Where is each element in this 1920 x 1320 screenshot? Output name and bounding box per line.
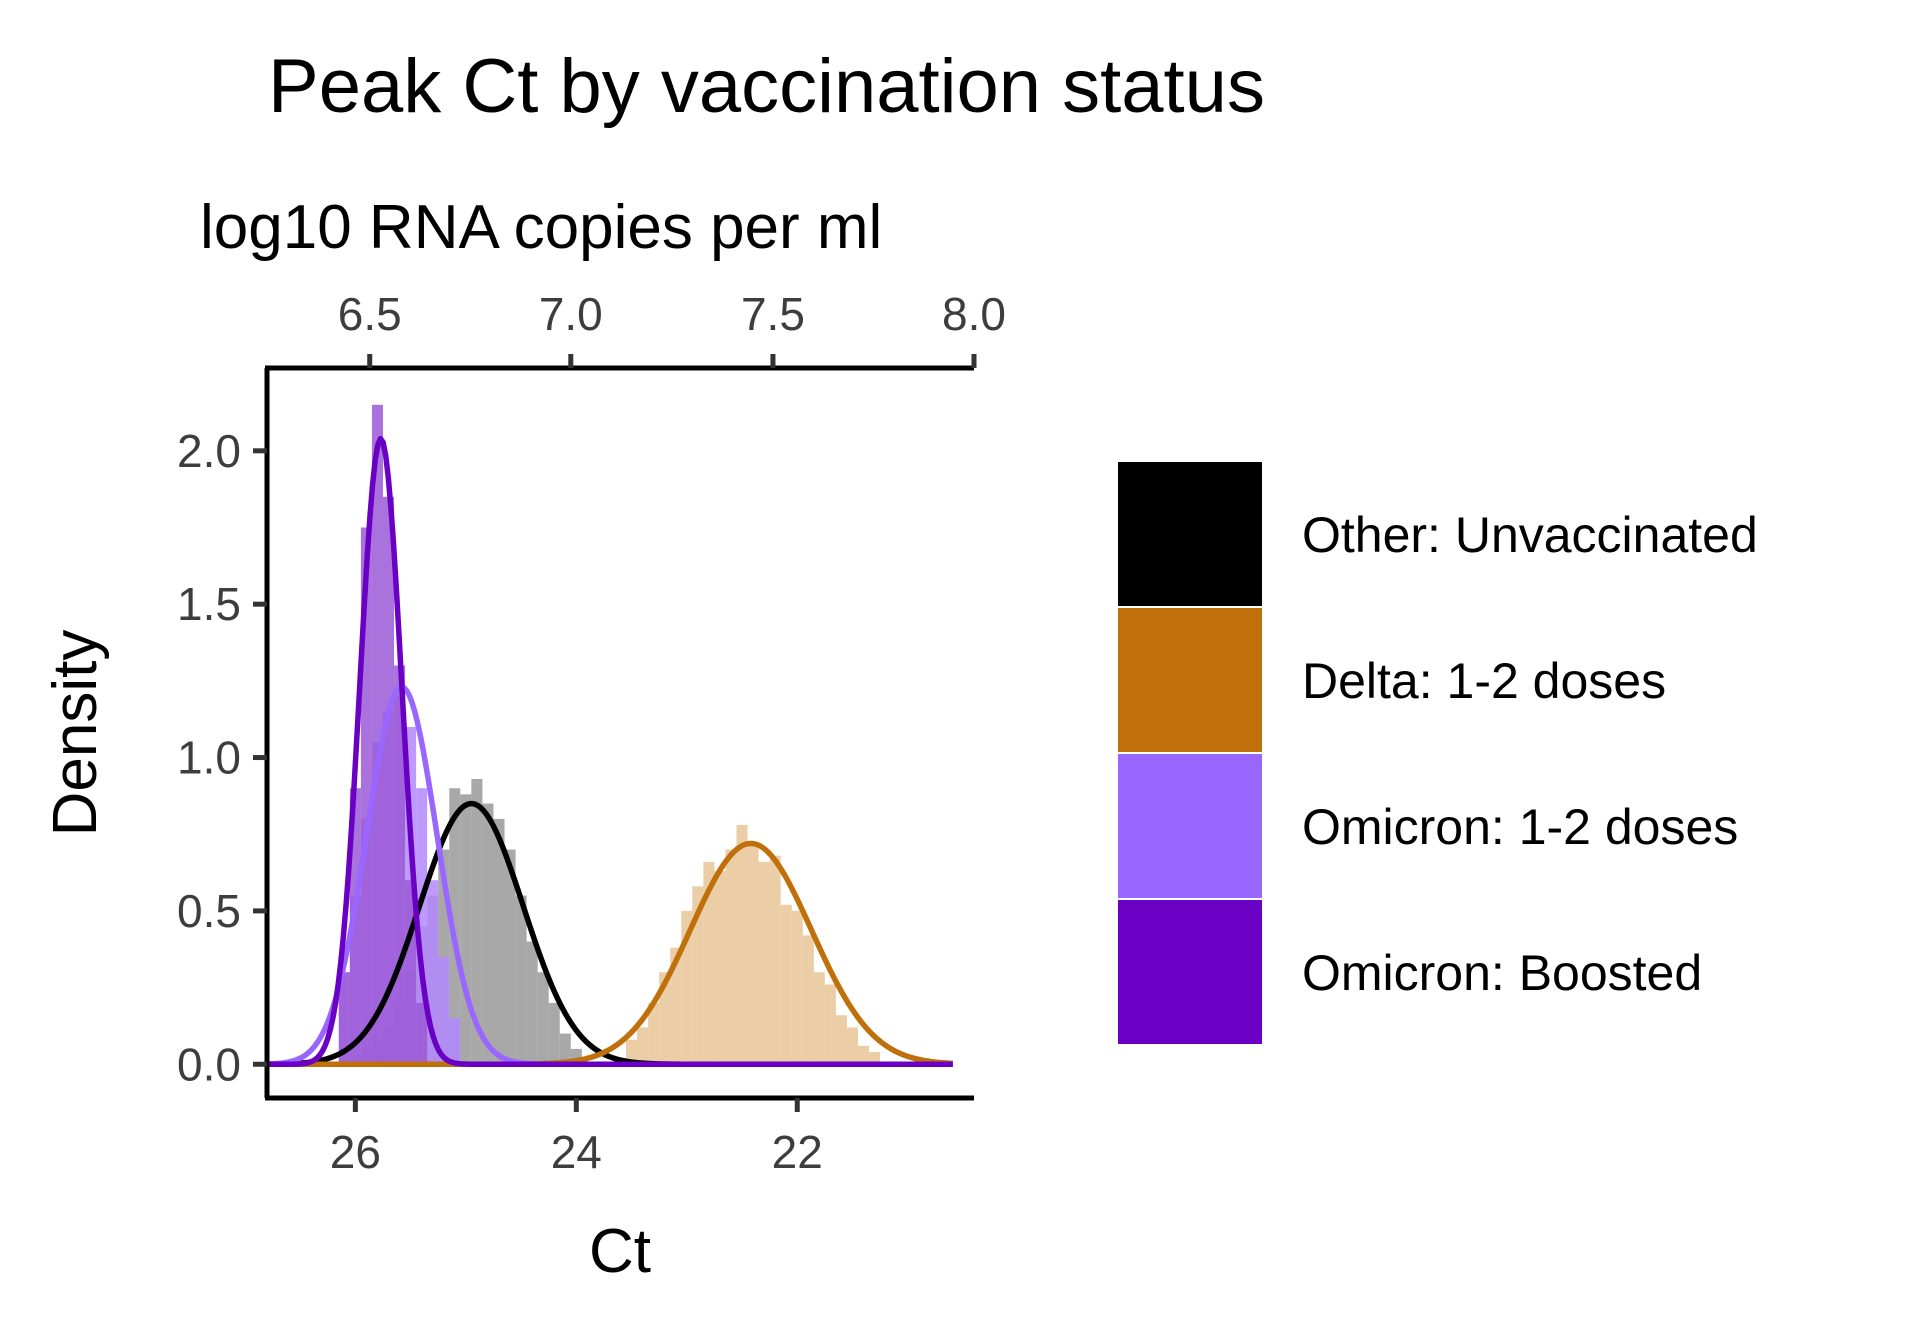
histogram-bar — [725, 849, 737, 1065]
density-curve-4 — [266, 435, 953, 1068]
secondary-x-tick-label: 7.0 — [539, 288, 603, 340]
legend-swatch — [1118, 608, 1262, 752]
y-axis-title: Density — [41, 630, 110, 837]
legend-item: Delta: 1-2 doses — [1118, 608, 1666, 752]
histogram-bar — [371, 404, 383, 1065]
histogram-bar — [559, 1033, 571, 1065]
y-tick-label: 2.0 — [177, 425, 241, 477]
x-tick-label: 26 — [330, 1126, 381, 1178]
plot-area — [266, 404, 953, 1068]
histogram-bar — [626, 1039, 638, 1065]
histogram-bar — [758, 861, 770, 1065]
histogram-bar — [537, 972, 549, 1065]
histogram-2 — [626, 825, 881, 1065]
histogram-bar — [471, 779, 483, 1065]
histogram-bar — [416, 1002, 428, 1065]
histogram-bar — [692, 886, 704, 1065]
histogram-bar — [338, 972, 350, 1065]
histogram-bar — [438, 956, 450, 1065]
histogram-bar — [394, 665, 406, 1065]
histogram-bar — [460, 794, 472, 1065]
x-axis-title: Ct — [589, 1217, 651, 1286]
secondary-x-tick-label: 6.5 — [338, 288, 402, 340]
histogram-bar — [846, 1027, 859, 1065]
histogram-bar — [703, 861, 715, 1065]
legend-label: Omicron: 1-2 doses — [1302, 799, 1738, 855]
legend-swatch — [1118, 900, 1262, 1044]
histogram-4 — [338, 404, 428, 1065]
legend-item: Omicron: 1-2 doses — [1118, 754, 1738, 898]
histogram-bar — [813, 972, 825, 1065]
histogram-bar — [504, 849, 516, 1065]
histogram-layer — [338, 404, 881, 1065]
histogram-bar — [747, 843, 759, 1065]
y-tick-label: 0.5 — [177, 885, 241, 937]
histogram-bar — [681, 910, 693, 1065]
legend-swatch — [1118, 754, 1262, 898]
histogram-bar — [515, 895, 527, 1065]
histogram-bar — [382, 496, 395, 1065]
histogram-bar — [405, 880, 417, 1065]
histogram-bar — [869, 1051, 881, 1065]
histogram-bar — [637, 1027, 649, 1065]
x-tick-label: 24 — [551, 1126, 602, 1178]
x-axis-ticks: 26 24 22 — [330, 1098, 823, 1178]
secondary-x-axis-title: log10 RNA copies per ml — [200, 193, 882, 262]
y-tick-label: 1.0 — [177, 732, 241, 784]
histogram-bar — [780, 904, 792, 1065]
y-tick-label: 1.5 — [177, 578, 241, 630]
y-axis-ticks: 0.0 0.5 1.0 1.5 2.0 — [177, 425, 267, 1090]
legend-item: Omicron: Boosted — [1118, 900, 1702, 1044]
histogram-bar — [835, 1015, 847, 1065]
secondary-x-tick-label: 7.5 — [741, 288, 805, 340]
histogram-bar — [493, 818, 505, 1065]
histogram-bar — [570, 1048, 582, 1065]
density-curves-layer — [266, 435, 953, 1068]
density-curve-2 — [266, 840, 953, 1068]
secondary-x-axis-ticks: 6.5 7.0 7.5 8.0 — [338, 288, 1006, 368]
histogram-bar — [526, 941, 538, 1065]
histogram-bar — [714, 871, 726, 1065]
histogram-bar — [791, 910, 803, 1065]
y-tick-label: 0.0 — [177, 1038, 241, 1090]
legend: Other: Unvaccinated Delta: 1-2 doses Omicr… — [1118, 462, 1758, 1044]
legend-label: Omicron: Boosted — [1302, 945, 1702, 1001]
histogram-bar — [670, 947, 682, 1065]
legend-item: Other: Unvaccinated — [1118, 462, 1758, 606]
histogram-bar — [427, 880, 439, 1065]
histogram-bar — [449, 788, 461, 1065]
histogram-bar — [360, 527, 372, 1065]
legend-label: Other: Unvaccinated — [1302, 507, 1758, 563]
legend-label: Delta: 1-2 doses — [1302, 653, 1666, 709]
histogram-bar — [824, 984, 836, 1065]
axes: 26 24 22 0.0 0.5 1.0 1.5 2.0 6.5 7.0 7.5 8.0 — [177, 288, 1006, 1178]
histogram-bar — [802, 935, 814, 1065]
histogram-bar — [349, 788, 361, 1065]
histogram-bar — [648, 1002, 660, 1065]
histogram-bar — [416, 788, 428, 1065]
histogram-bar — [769, 855, 781, 1065]
histogram-bar — [449, 1018, 461, 1065]
histogram-bar — [482, 803, 494, 1065]
secondary-x-tick-label: 8.0 — [942, 288, 1006, 340]
x-tick-label: 22 — [772, 1126, 823, 1178]
legend-swatch — [1118, 462, 1262, 606]
histogram-bar — [659, 972, 671, 1065]
histogram-bar — [858, 1045, 870, 1065]
histogram-bar — [736, 825, 748, 1065]
chart-title: Peak Ct by vaccination status — [268, 44, 1265, 129]
histogram-bar — [548, 1002, 560, 1065]
